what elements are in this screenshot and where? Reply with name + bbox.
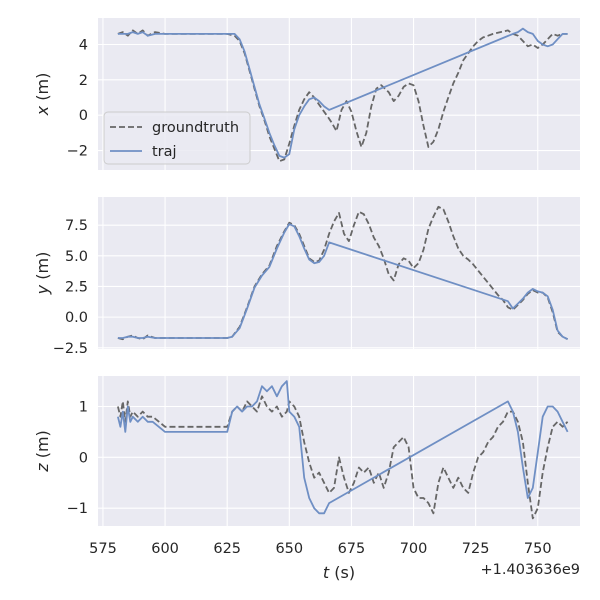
y-axis-label: z (m) — [33, 430, 52, 473]
x-tick-label: 575 — [89, 541, 117, 557]
series-traj — [117, 27, 568, 159]
x-tick-label: 700 — [400, 541, 428, 557]
x-tick-label: 650 — [275, 541, 303, 557]
y-tick-label: 2.5 — [65, 279, 88, 295]
legend: groundtruth traj — [103, 111, 251, 165]
series-traj — [117, 380, 569, 515]
legend-label-traj: traj — [152, 144, 177, 160]
x-tick-label: 600 — [151, 541, 179, 557]
y-tick-label: −2 — [67, 144, 88, 160]
y-tick-label: 5.0 — [65, 249, 88, 265]
x-axis-label: t (s) — [323, 563, 355, 582]
y-tick-label: 0.0 — [65, 310, 88, 326]
legend-label-groundtruth: groundtruth — [152, 120, 239, 136]
x-tick-label: 625 — [213, 541, 241, 557]
y-tick-label: 0 — [79, 108, 88, 124]
x-tick-label: 675 — [338, 541, 366, 557]
y-tick-label: −2.5 — [53, 341, 88, 357]
y-tick-label: 1 — [79, 400, 88, 416]
subplot-y: −2.5 0.0 2.5 5.0 7.5 y (m) — [33, 197, 580, 357]
plot-area — [98, 376, 580, 526]
series-groundtruth — [117, 205, 569, 341]
y-tick-label: 0 — [79, 450, 88, 466]
y-tick-label: 4 — [79, 38, 88, 54]
series-groundtruth — [117, 395, 569, 520]
x-tick-label: 750 — [524, 541, 552, 557]
y-axis-label: x (m) — [33, 73, 52, 117]
y-tick-label: 7.5 — [65, 218, 88, 234]
plot-area — [98, 197, 580, 349]
y-tick-label: −1 — [67, 501, 88, 517]
x-tick-label: 725 — [462, 541, 490, 557]
subplot-z: 575 600 625 650 675 700 725 750 −1 0 1 z (m) — [33, 376, 580, 557]
series-traj — [117, 223, 569, 341]
y-axis-label: y (m) — [33, 252, 52, 296]
series-groundtruth — [117, 29, 568, 163]
x-offset-label: +1.403636e9 — [481, 562, 580, 578]
y-tick-label: 2 — [79, 73, 88, 89]
